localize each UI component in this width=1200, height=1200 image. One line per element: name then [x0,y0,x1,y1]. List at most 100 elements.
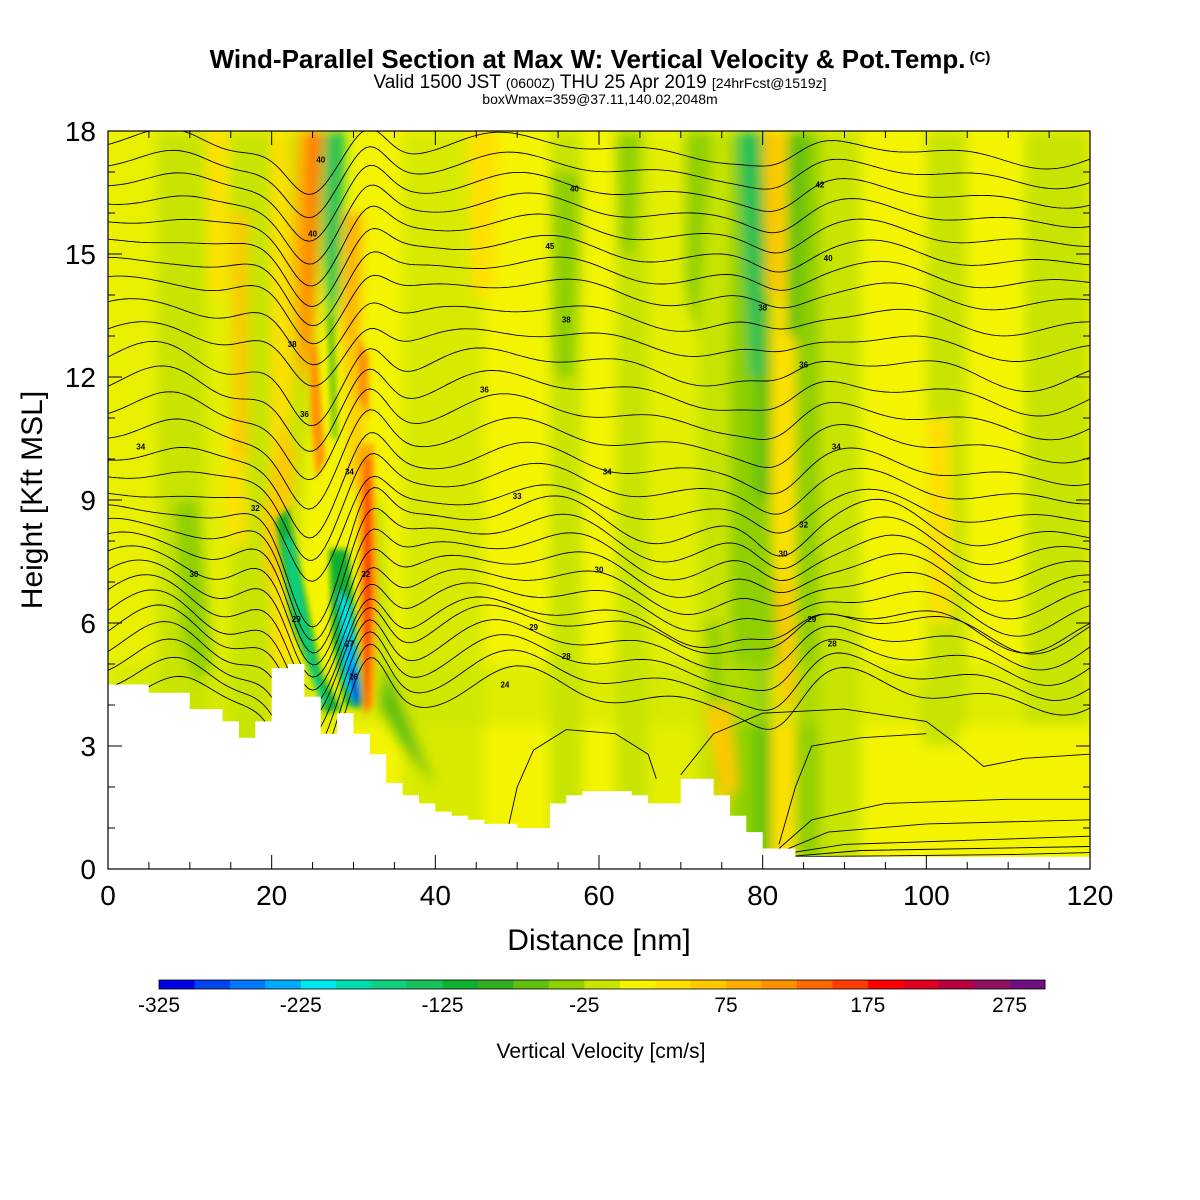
theta-contour [108,604,1090,719]
contour-label-text: 36 [799,361,808,370]
x-tick-label: 80 [747,880,778,911]
contour-label-text: 34 [345,467,354,476]
contour-label-text: 24 [500,681,509,690]
colorbar-swatch [442,980,479,989]
colorbar-tick-label: -325 [138,994,180,1017]
contour-label-text: 30 [595,566,604,575]
velocity-streak [918,684,960,746]
colorbar-tick-label: -25 [569,994,599,1017]
contour-label: 32 [361,570,370,579]
velocity-streak [549,172,583,377]
colorbar-swatch [1009,980,1046,989]
valid-time-utc: (0600Z) [505,75,555,91]
theta-contour [778,819,1090,854]
colorbar-tick-label: 175 [850,994,885,1017]
theta-contour [108,131,1090,195]
colorbar-swatch [655,980,691,989]
contour-label-text: 27 [345,640,354,649]
contour-label: 33 [513,492,522,501]
colorbar-swatch [974,980,1010,989]
theta-contour [108,251,1090,327]
x-tick-label: 100 [903,880,950,911]
theta-contour [108,340,1090,427]
x-axis-label: Distance [nm] [507,924,690,957]
contour-label: 34 [603,467,612,476]
theta-contour [108,365,1090,452]
velocity-streak [206,131,227,295]
updraft-band [309,336,325,480]
contour-label-text: 29 [807,615,816,624]
contour-label: 30 [595,566,604,575]
theta-contour [108,545,1090,666]
contour-label-text: 36 [300,410,309,419]
contour-label: 34 [832,443,841,452]
velocity-streak [173,500,215,685]
theta-contour [108,453,1090,561]
velocity-streak [926,418,951,623]
valid-time-jst: Valid 1500 JST [373,72,501,93]
contour-label: 40 [570,184,579,193]
contour-label-text: 34 [136,443,145,452]
velocity-band [819,131,861,869]
contour-label-text: 38 [758,303,767,312]
colorbar-swatch [265,980,302,989]
contour-label-text: 45 [545,242,554,251]
contour-label: 29 [292,615,301,624]
velocity-streak [378,664,436,787]
contour-label-text: 28 [562,652,571,661]
y-tick-label: 15 [65,239,96,270]
theta-contour [108,388,1090,481]
contour-label: 38 [758,303,767,312]
colorbar-frame [158,979,1046,990]
theta-contour [795,852,1090,858]
box-info-text: boxWmax=359@37.11,140.02,2048m [482,91,718,107]
contour-label: 42 [815,180,824,189]
theta-contour [108,205,1090,287]
contour-label-text: 42 [815,180,824,189]
colorbar-tick-label: -225 [280,994,322,1017]
y-tick-label: 0 [80,854,96,885]
theta-contour [108,432,1090,539]
contour-label: 34 [136,443,145,452]
contour-label-text: 40 [570,184,579,193]
colorbar-tick-label: 275 [992,994,1027,1017]
terrain [108,664,1090,869]
velocity-streak [705,705,739,804]
chart-title-text: Wind-Parallel Section at Max W: Vertical… [209,44,966,74]
x-tick-label: 120 [1067,880,1114,911]
velocity-streak [230,213,248,459]
contour-label-text: 40 [308,230,317,239]
velocity-streak [787,131,808,336]
contour-label: 40 [308,230,317,239]
theta-contour [108,574,1090,691]
y-tick-label: 12 [65,362,96,393]
y-tick-label: 18 [65,116,96,147]
forecast-info: [24hrFcst@1519z] [711,75,827,91]
contour-label-text: 36 [480,385,489,394]
contour-label-text: 40 [824,254,833,263]
colorbar-swatch [407,980,443,989]
colorbar-swatch [548,980,585,989]
contour-label: 26 [349,672,358,681]
theta-contour [108,475,1090,582]
velocity-streak [304,131,323,377]
theta-contour [108,146,1090,219]
velocity-band [885,725,1090,869]
x-tick-label: 0 [100,880,116,911]
velocity-band [484,131,550,869]
contour-label-text: 32 [361,570,370,579]
velocity-streak [468,131,501,295]
valid-date: THU 25 Apr 2019 [559,72,707,93]
colorbar-swatch [690,980,727,989]
velocity-streak [615,131,640,254]
colorbar-tick-label: 75 [714,994,737,1017]
theta-contour [778,798,1090,849]
contour-label: 40 [824,254,833,263]
colorbar-swatch [300,980,337,989]
colorbar-swatch [938,980,975,989]
velocity-band [582,131,616,869]
colorbar: -325 -225 -125 -25 75 175 275 [138,979,1046,1017]
theta-contour [108,228,1090,308]
contour-label: 30 [779,549,788,558]
